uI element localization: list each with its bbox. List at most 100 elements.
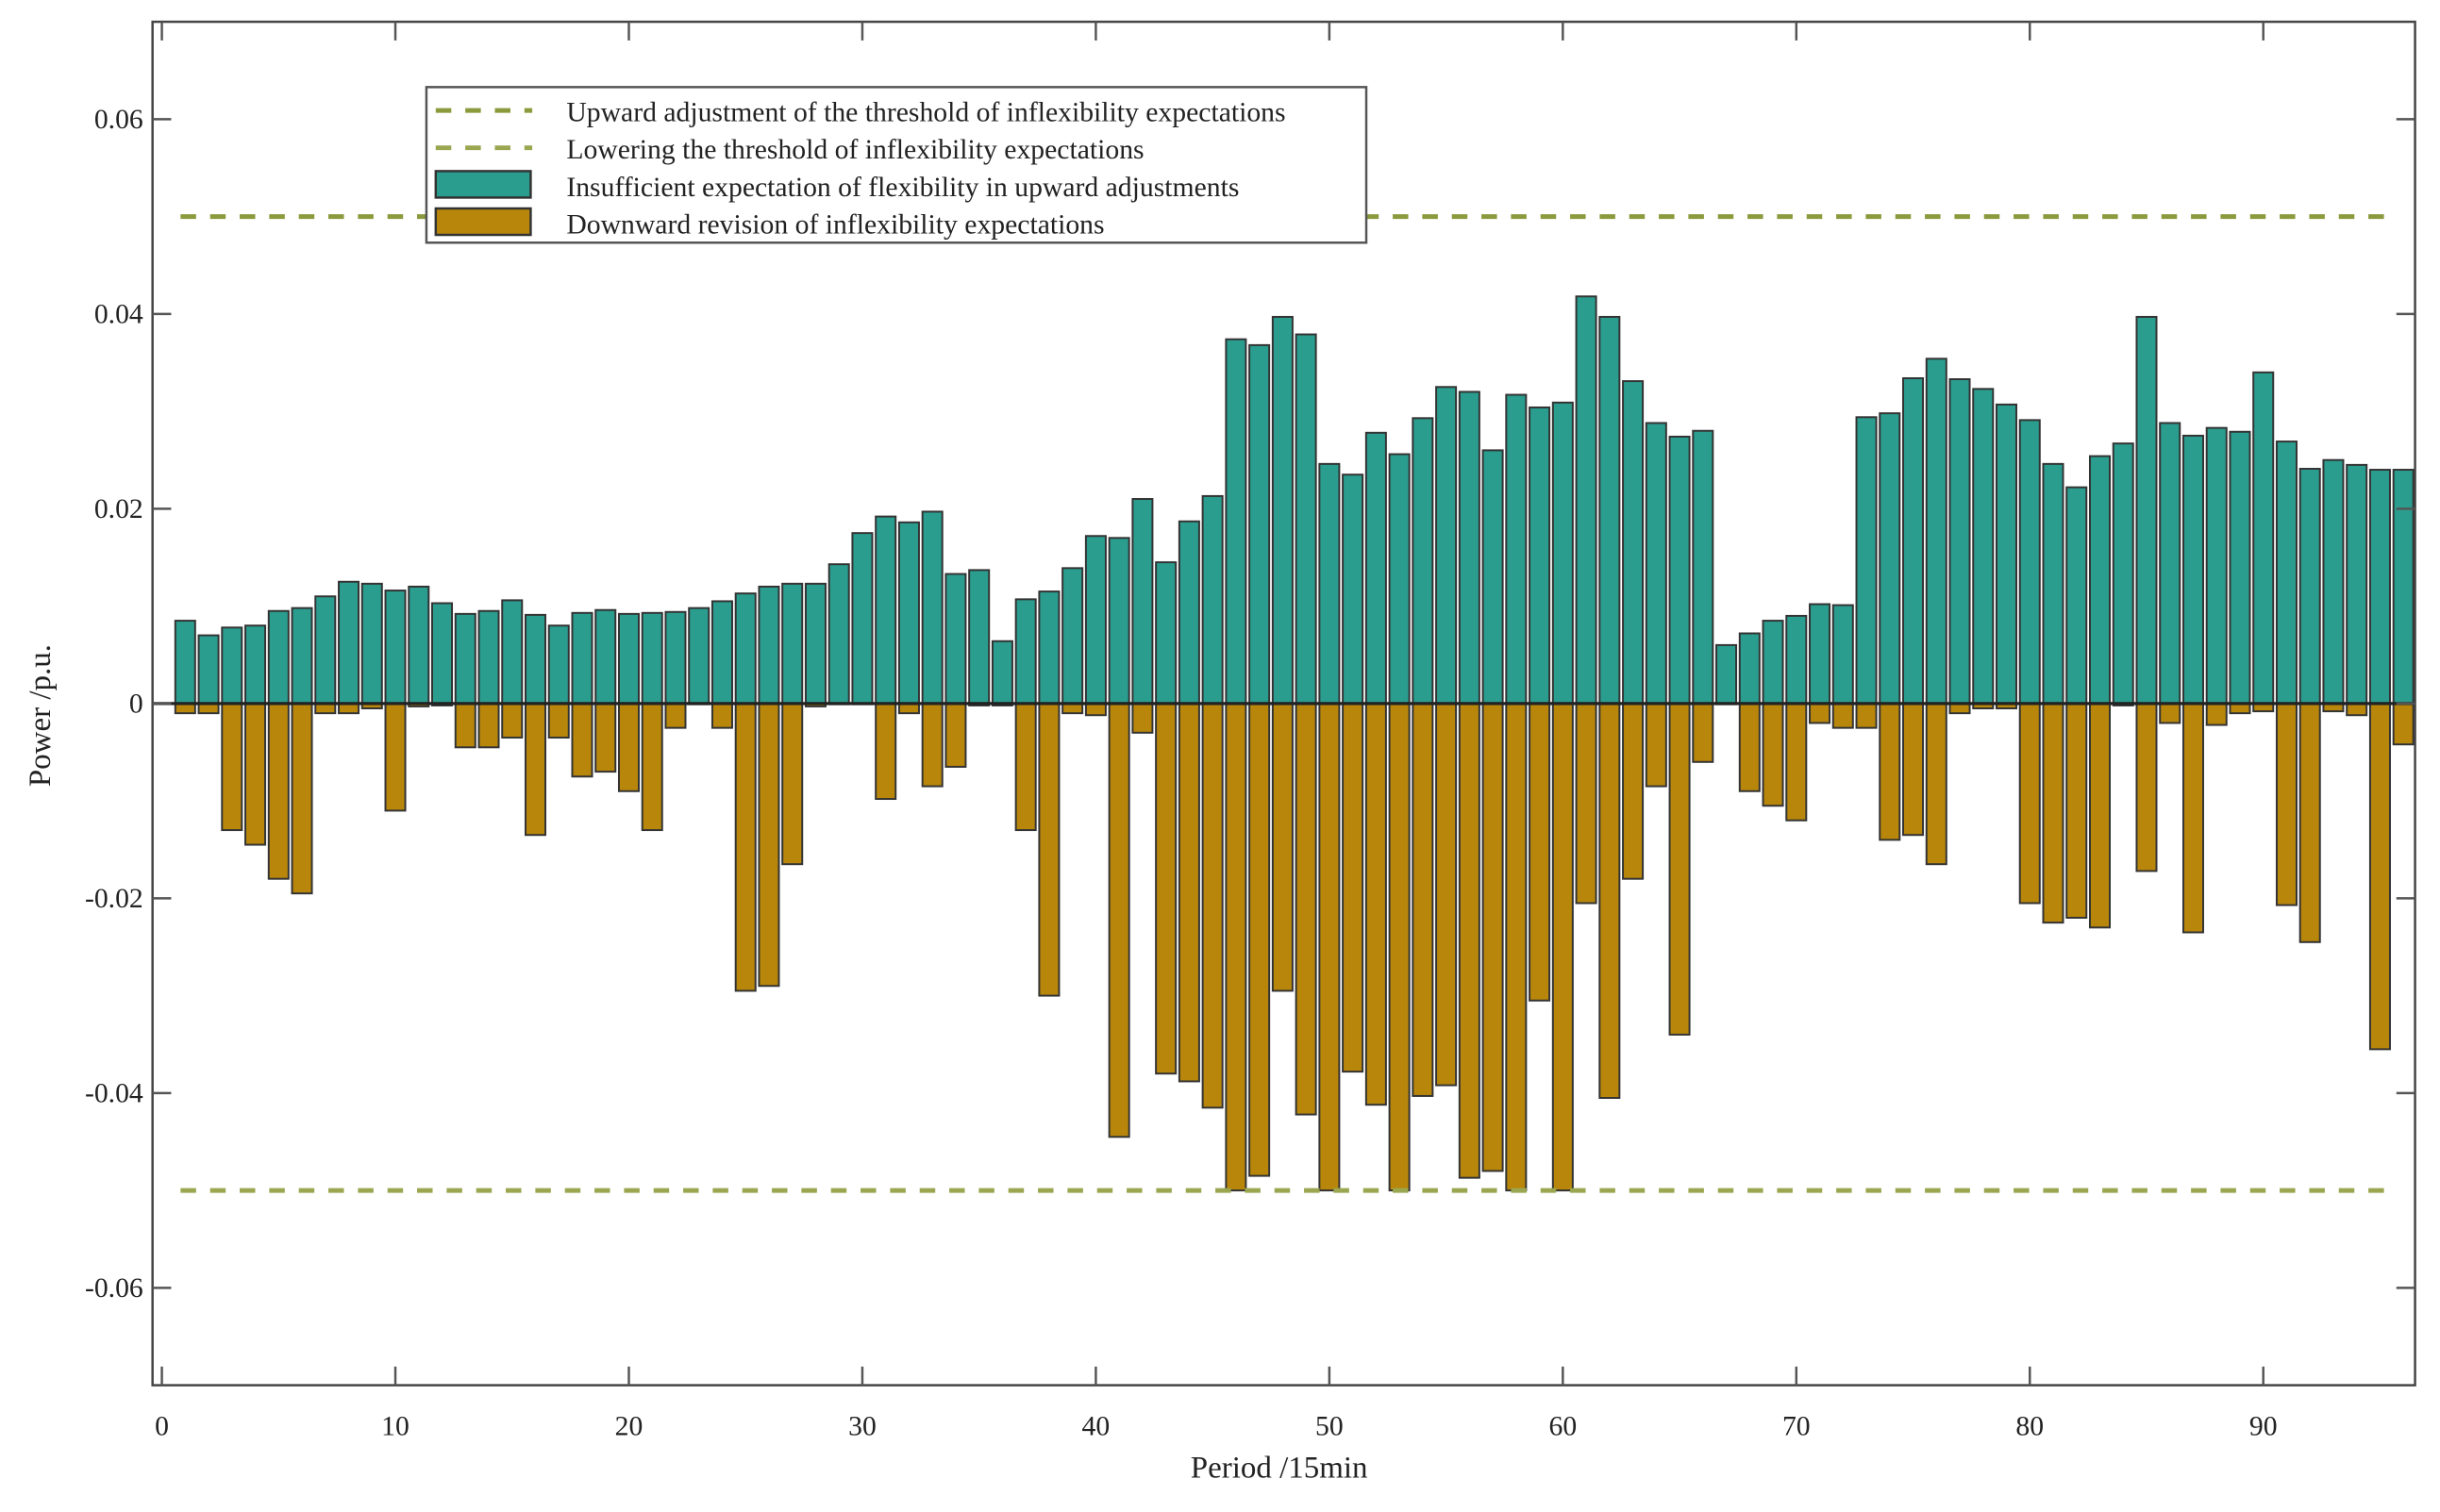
bar-upward bbox=[267, 609, 290, 705]
bar-downward bbox=[1925, 702, 1947, 866]
bar-upward bbox=[1295, 333, 1317, 705]
bar-downward bbox=[1201, 702, 1224, 1109]
bar-upward bbox=[1551, 401, 1574, 705]
bar-downward bbox=[221, 702, 243, 832]
bar-downward bbox=[1481, 702, 1504, 1172]
bar-upward bbox=[454, 612, 476, 705]
bar-upward bbox=[1738, 632, 1761, 705]
bar-upward bbox=[1201, 494, 1224, 705]
bar-downward bbox=[1668, 702, 1691, 1036]
x-tick-label: 60 bbox=[1548, 1411, 1577, 1441]
bar-downward bbox=[2181, 702, 2204, 934]
bar-downward bbox=[1551, 702, 1574, 1192]
bar-upward bbox=[2229, 430, 2251, 705]
bar-upward bbox=[1412, 417, 1434, 705]
bar-upward bbox=[1481, 449, 1504, 705]
bar-downward bbox=[1879, 702, 1901, 841]
bar-upward bbox=[2112, 442, 2134, 705]
bar-upward bbox=[2018, 419, 2041, 705]
legend: Upward adjustment of the threshold of in… bbox=[425, 86, 1368, 244]
bar-upward bbox=[594, 608, 617, 705]
bar-downward bbox=[2135, 702, 2158, 872]
bar-downward bbox=[524, 702, 547, 837]
bar-upward bbox=[1014, 598, 1037, 705]
bar-downward bbox=[641, 702, 663, 832]
bar-upward bbox=[1622, 380, 1645, 705]
bar-downward bbox=[1014, 702, 1037, 832]
bar-upward bbox=[1645, 422, 1667, 705]
bar-downward bbox=[1622, 702, 1645, 880]
bar-upward bbox=[1972, 388, 1995, 705]
bar-upward bbox=[1505, 393, 1528, 705]
bar-upward bbox=[1715, 643, 1738, 705]
bar-upward bbox=[1879, 412, 1901, 705]
y-tick-label: -0.06 bbox=[85, 1273, 143, 1304]
bar-upward bbox=[1131, 498, 1154, 705]
bar-downward bbox=[2392, 702, 2415, 746]
bar-upward bbox=[1529, 406, 1551, 705]
bar-upward bbox=[2181, 434, 2204, 705]
bar-upward bbox=[1155, 561, 1178, 705]
bar-upward bbox=[1692, 429, 1714, 705]
bar-downward bbox=[1178, 702, 1200, 1083]
bar-downward bbox=[1271, 702, 1294, 992]
bar-downward bbox=[244, 702, 267, 846]
bar-downward bbox=[2159, 702, 2181, 724]
bar-downward bbox=[664, 702, 687, 729]
legend-label-upper-threshold: Upward adjustment of the threshold of in… bbox=[566, 98, 1285, 128]
bar-downward bbox=[1785, 702, 1808, 822]
bar-downward bbox=[1318, 702, 1341, 1192]
x-tick-label: 0 bbox=[155, 1411, 169, 1441]
bar-upward bbox=[617, 612, 640, 705]
bar-downward bbox=[501, 702, 524, 739]
bar-downward bbox=[1529, 702, 1551, 1002]
x-tick-label: 80 bbox=[2015, 1411, 2044, 1441]
bar-downward bbox=[594, 702, 617, 773]
bar-upward bbox=[758, 585, 780, 705]
bar-downward bbox=[1831, 702, 1854, 729]
bar-downward bbox=[1038, 702, 1061, 997]
bar-downward bbox=[1458, 702, 1480, 1179]
bar-upward bbox=[431, 602, 454, 705]
bar-upward bbox=[827, 563, 850, 705]
bar-upward bbox=[641, 611, 663, 705]
bar-upward bbox=[1318, 462, 1341, 705]
bar-downward bbox=[2018, 702, 2041, 905]
bar-upward bbox=[1364, 431, 1387, 705]
bar-downward bbox=[547, 702, 570, 739]
bar-downward bbox=[875, 702, 897, 801]
bar-downward bbox=[1412, 702, 1434, 1097]
bar-downward bbox=[291, 702, 313, 895]
bar-upward bbox=[2298, 468, 2321, 705]
bar-upward bbox=[734, 592, 757, 705]
bar-upward bbox=[1342, 474, 1364, 705]
bar-downward bbox=[1364, 702, 1387, 1106]
bar-upward bbox=[804, 582, 827, 705]
bar-upward bbox=[384, 590, 407, 705]
bar-downward bbox=[1248, 702, 1271, 1177]
bar-downward bbox=[1342, 702, 1364, 1073]
bar-downward bbox=[1598, 702, 1621, 1099]
bar-downward bbox=[2088, 702, 2112, 929]
bar-upward bbox=[1388, 453, 1411, 705]
bar-upward bbox=[2346, 463, 2368, 705]
y-tick-label: 0.02 bbox=[94, 494, 143, 524]
bar-upward bbox=[944, 573, 967, 705]
bar-upward bbox=[408, 585, 430, 705]
legend-label-upward: Insufficient expectation of flexibility … bbox=[566, 173, 1239, 203]
bar-upward bbox=[1831, 604, 1854, 705]
bar-downward bbox=[384, 702, 407, 812]
bar-upward bbox=[2088, 455, 2112, 705]
bar-downward bbox=[2042, 702, 2064, 924]
bar-downward bbox=[1575, 702, 1597, 905]
bar-upward bbox=[291, 606, 313, 705]
bar-downward bbox=[477, 702, 500, 749]
bar-upward bbox=[1225, 338, 1247, 705]
bar-upward bbox=[2322, 458, 2345, 705]
bar-upward bbox=[524, 613, 547, 705]
bar-upward bbox=[2065, 486, 2088, 705]
y-tick-label: -0.02 bbox=[85, 884, 143, 914]
y-tick-label: 0.04 bbox=[94, 300, 143, 330]
x-tick-label: 20 bbox=[615, 1411, 643, 1441]
bar-downward bbox=[2205, 702, 2228, 726]
